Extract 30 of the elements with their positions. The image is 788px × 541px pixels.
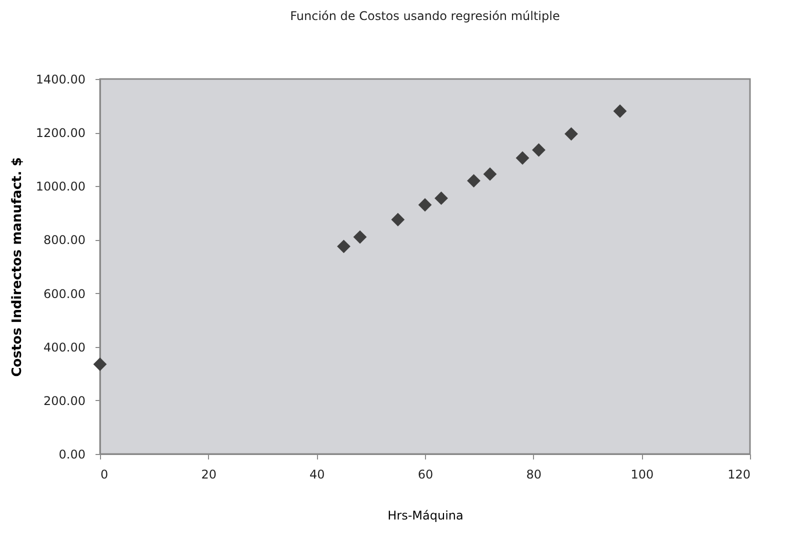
- x-tick-label: 120: [728, 468, 750, 482]
- y-tick-label: 600.00: [44, 286, 86, 301]
- x-tick-label: 100: [630, 468, 654, 482]
- x-tick-label: 0: [100, 468, 108, 482]
- y-tick-label: 400.00: [44, 340, 86, 354]
- point: [564, 127, 578, 141]
- y-tick-label: 1000.00: [36, 180, 86, 194]
- x-tick-label: 40: [310, 468, 325, 482]
- x-tick-label: 80: [526, 468, 542, 482]
- point: [434, 191, 448, 205]
- point: [418, 198, 432, 212]
- y-tick-label: 1200.00: [36, 126, 86, 140]
- y-tick-label: 1400.00: [36, 72, 86, 86]
- y-tick-label: 200.00: [44, 394, 86, 408]
- point: [516, 151, 530, 165]
- point: [613, 104, 627, 118]
- x-tick-label: 60: [418, 468, 434, 482]
- x-tick-label: 20: [201, 468, 216, 482]
- y-axis-title: Costos Indirectos manufact. $: [10, 157, 25, 377]
- y-tick-label: 800.00: [44, 233, 86, 248]
- chart-title: Función de Costos usando regresión múltiple: [290, 9, 560, 23]
- y-tick-label: 0.00: [58, 448, 86, 462]
- point: [337, 240, 350, 254]
- point: [483, 167, 497, 181]
- point: [532, 143, 546, 157]
- point: [467, 174, 480, 188]
- point: [391, 212, 405, 226]
- point: [93, 358, 107, 371]
- x-axis-title: Hrs-Máquina: [388, 508, 464, 522]
- point: [353, 230, 367, 244]
